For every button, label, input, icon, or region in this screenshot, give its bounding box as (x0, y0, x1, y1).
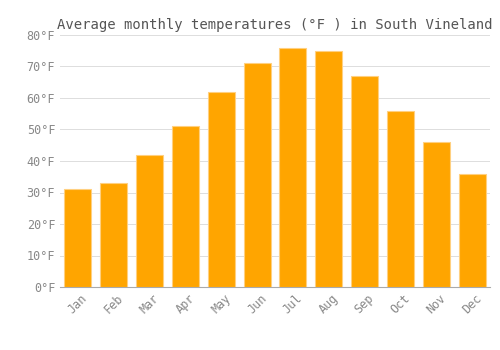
Bar (280, 48, 306, 287)
Bar (458, 174, 485, 287)
Bar (387, 111, 414, 287)
Bar (136, 155, 163, 287)
Bar (64, 189, 92, 287)
Bar (351, 76, 378, 287)
Bar (208, 92, 234, 287)
Bar (172, 126, 199, 287)
Title: Average monthly temperatures (°F ) in South Vineland: Average monthly temperatures (°F ) in So… (57, 19, 493, 33)
Bar (244, 63, 270, 287)
Bar (423, 142, 450, 287)
Bar (316, 51, 342, 287)
Bar (100, 183, 127, 287)
